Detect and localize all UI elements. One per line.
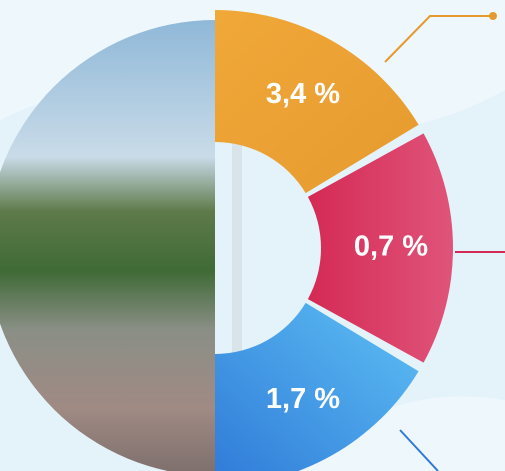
segment-label: 1,7 % — [266, 383, 340, 415]
leader-line — [384, 15, 493, 63]
leader-dot — [489, 12, 497, 20]
segment-label: 0,7 % — [354, 231, 428, 263]
town-photo — [0, 20, 215, 471]
donut-segment — [307, 133, 454, 363]
donut-segment — [215, 10, 419, 194]
leader-line — [399, 429, 439, 471]
photo-tower — [232, 140, 242, 360]
donut-segment — [215, 302, 419, 471]
donut: 3,4 % 0,7 % 1,7 % — [215, 10, 454, 471]
segment-label: 3,4 % — [266, 78, 340, 110]
